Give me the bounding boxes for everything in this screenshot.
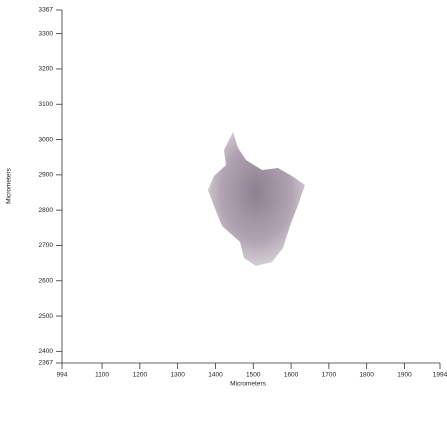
y-axis-label: Micrometers bbox=[6, 167, 13, 204]
y-tick-label: 2900 bbox=[39, 172, 54, 179]
y-tick-label: 2700 bbox=[39, 242, 54, 249]
x-tick-label: 1994 bbox=[433, 372, 447, 379]
y-tick-label: 2400 bbox=[39, 348, 54, 355]
y-tick-label: 2500 bbox=[39, 313, 54, 320]
y-tick-label: 2600 bbox=[39, 277, 54, 284]
x-tick-label: 1900 bbox=[397, 372, 412, 379]
particle-image bbox=[208, 132, 305, 266]
y-tick-label: 3200 bbox=[39, 66, 54, 73]
x-axis-label: Micrometers bbox=[230, 381, 267, 388]
y-tick-label: 3300 bbox=[39, 30, 54, 37]
x-tick-label: 1700 bbox=[322, 372, 337, 379]
y-tick-label: 2367 bbox=[39, 360, 54, 367]
x-tick-label: 994 bbox=[57, 372, 68, 379]
x-tick-label: 1400 bbox=[208, 372, 223, 379]
y-tick-label: 2800 bbox=[39, 207, 54, 214]
y-tick-label: 3367 bbox=[39, 7, 54, 14]
x-tick-label: 1800 bbox=[359, 372, 374, 379]
x-tick-label: 1600 bbox=[284, 372, 299, 379]
x-tick-label: 1300 bbox=[170, 372, 185, 379]
y-tick-label: 3100 bbox=[39, 101, 54, 108]
x-tick-label: 1200 bbox=[133, 372, 148, 379]
y-tick-label: 3000 bbox=[39, 136, 54, 143]
chart: Micrometers Micrometers 2367 2400 2500 2600… bbox=[0, 0, 447, 430]
x-tick-label: 1100 bbox=[95, 372, 109, 379]
x-tick-label: 1500 bbox=[246, 372, 261, 379]
